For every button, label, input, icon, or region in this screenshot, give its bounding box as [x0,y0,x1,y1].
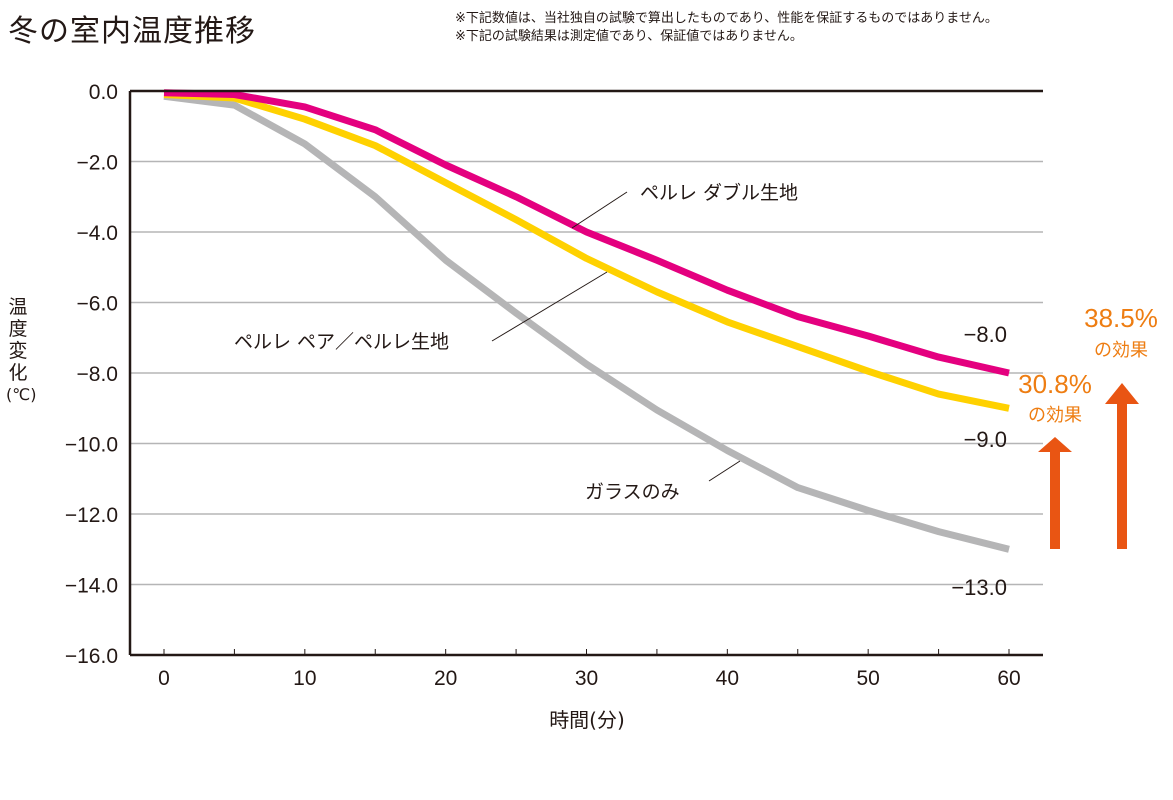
y-axis-label-char: 化 [8,362,28,384]
x-axis-ticks: 0 10 20 30 40 50 60 [158,649,1021,690]
disclaimer-note-2: ※下記の試験結果は測定値であり、保証値ではありません。 [455,29,803,44]
series-line-2 [163,92,1010,553]
effect-percent-double: 38.5% [1084,303,1158,333]
effect-label-double: の効果 [1094,340,1148,361]
y-axis-label-char: 変 [8,340,28,362]
axes [128,89,1043,657]
series-lines [163,89,1010,553]
chart-title: 冬の室内温度推移 [8,14,256,49]
y-tick-label: −16.0 [65,645,118,668]
series-annotations: ペルレ ダブル生地 ペルレ ペア／ペルレ生地 ガラスのみ [234,181,798,503]
y-axis-label-char: 度 [8,318,28,340]
y-tick-label: −2.0 [77,152,118,175]
end-value-double: −8.0 [964,322,1007,347]
y-tick-label: −10.0 [65,434,118,457]
x-tick-label: 10 [293,667,316,690]
y-tick-label: −14.0 [65,575,118,598]
x-tick-label: 40 [716,667,739,690]
x-tick-label: 0 [158,667,170,690]
x-tick-label: 20 [434,667,457,690]
series-line-0 [163,89,1010,377]
series-line-1 [163,91,1010,412]
leader-line-glass [708,460,741,482]
leader-line-double [571,191,628,229]
y-axis-label-char: 温 [8,296,28,318]
annotation-glass: ガラスのみ [585,481,680,503]
x-tick-label: 50 [856,667,879,690]
y-axis-label-char: (℃) [6,385,37,404]
end-value-pair: −9.0 [964,427,1007,452]
x-tick-label: 60 [997,667,1020,690]
end-value-labels: −8.0 −9.0 −13.0 [951,322,1007,600]
x-tick-label: 30 [575,667,598,690]
annotation-double: ペルレ ダブル生地 [640,181,798,204]
leader-line-pair [491,271,608,342]
disclaimer-note-1: ※下記数値は、当社独自の試験で算出したものであり、性能を保証するものではありませ… [455,11,998,26]
y-axis-label: 温 度 変 化 (℃) [6,296,37,406]
annotation-pair: ペルレ ペア／ペルレ生地 [234,331,449,353]
y-tick-label: −4.0 [77,222,118,245]
effect-label-pair: の効果 [1028,405,1082,426]
y-tick-label: −8.0 [77,363,118,386]
effect-callouts: 30.8% の効果 38.5% の効果 [1018,303,1158,549]
x-axis-label: 時間(分) [549,708,625,732]
effect-percent-pair: 30.8% [1018,369,1092,399]
y-tick-label: −12.0 [65,504,118,527]
end-value-glass: −13.0 [951,575,1007,600]
y-tick-label: −6.0 [77,293,118,316]
effect-arrow-pair [1038,437,1072,549]
effect-arrow-double [1105,383,1139,549]
y-tick-label: 0.0 [89,81,118,104]
y-axis-ticks: 0.0 −2.0 −4.0 −6.0 −8.0 −10.0 −12.0 −14.0 −16.0 [65,81,118,668]
disclaimer-notes: ※下記数値は、当社独自の試験で算出したものであり、性能を保証するものではありませ… [455,10,998,46]
